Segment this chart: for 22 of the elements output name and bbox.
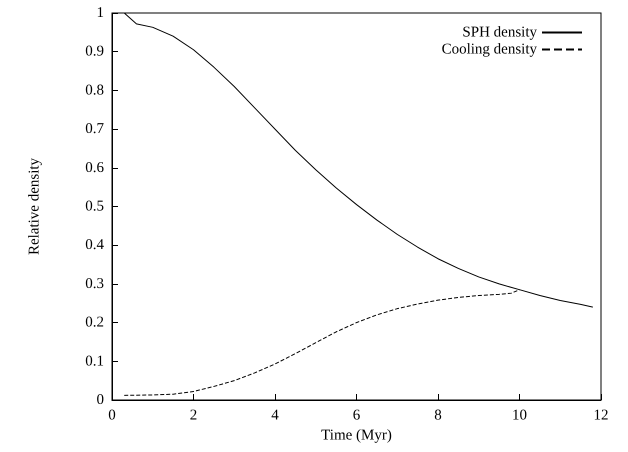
y-tick-label: 0.4 (85, 237, 104, 254)
y-axis-title: Relative density (26, 157, 42, 256)
x-tick-label: 0 (108, 408, 116, 424)
x-tick-label: 8 (434, 408, 442, 424)
x-tick-label: 2 (190, 408, 198, 424)
y-tick-label: 0.2 (85, 314, 104, 331)
y-tick-label: 0 (96, 392, 104, 408)
y-tick-label: 0.7 (85, 121, 104, 138)
y-tick-label: 0.1 (85, 353, 104, 370)
x-tick-label: 10 (512, 408, 527, 424)
x-tick-label: 12 (594, 408, 608, 424)
y-tick-label: 0.6 (85, 160, 104, 176)
x-axis-title: Time (Myr) (321, 427, 392, 444)
y-tick-label: 0.8 (85, 82, 104, 98)
y-tick-label: 0.3 (85, 276, 104, 292)
y-tick-label: 1 (96, 5, 104, 21)
y-tick-label: 0.9 (85, 44, 104, 60)
x-tick-label: 4 (271, 408, 280, 424)
legend-label: Cooling density (442, 42, 538, 58)
legend-label: SPH density (462, 24, 538, 40)
y-tick-label: 0.5 (85, 198, 104, 214)
x-tick-label: 6 (352, 408, 361, 424)
